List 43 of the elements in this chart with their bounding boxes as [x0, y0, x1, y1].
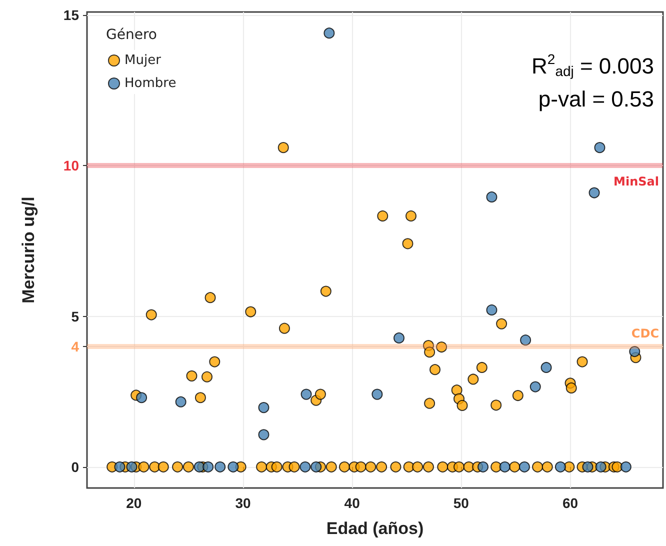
point — [175, 396, 186, 408]
x-tick-label: 30 — [235, 495, 251, 511]
point — [530, 381, 541, 392]
legend-label: Mujer — [124, 53, 162, 68]
y-tick-label: 0 — [71, 458, 80, 475]
point — [214, 461, 226, 472]
point — [595, 461, 606, 472]
point — [588, 187, 600, 198]
point — [126, 461, 138, 472]
point — [258, 429, 270, 440]
point — [540, 362, 552, 373]
point — [518, 461, 530, 472]
x-tick-label: 50 — [453, 495, 470, 511]
point — [202, 461, 214, 472]
y-tick-label: 4 — [71, 338, 80, 354]
point — [394, 332, 404, 344]
point — [300, 388, 312, 400]
point — [372, 388, 383, 400]
point — [258, 402, 270, 414]
point — [554, 461, 566, 472]
point — [594, 142, 606, 154]
point — [499, 461, 510, 472]
x-tick-label: 20 — [126, 495, 142, 511]
ref-line-label: CDC — [631, 326, 660, 340]
point — [114, 461, 126, 472]
legend-label: Hombre — [124, 76, 176, 91]
point — [520, 334, 532, 346]
point — [486, 304, 498, 316]
annotation: p-val = 0.53 — [538, 86, 654, 112]
y-axis-title: Mercurio ug/l — [19, 196, 38, 304]
point — [620, 461, 632, 472]
x-axis-title: Edad (años) — [326, 519, 424, 538]
y-tick-label: 5 — [71, 308, 80, 324]
legend-title: Género — [106, 27, 157, 43]
y-tick-label: 10 — [63, 158, 80, 174]
point — [310, 461, 322, 472]
ref-line-label: MinSal — [614, 174, 659, 189]
y-tick-label: 15 — [63, 7, 80, 24]
point — [486, 191, 498, 202]
x-tick-label: 60 — [562, 495, 578, 511]
point — [324, 28, 335, 39]
point — [300, 461, 311, 472]
x-tick-label: 40 — [344, 495, 360, 511]
